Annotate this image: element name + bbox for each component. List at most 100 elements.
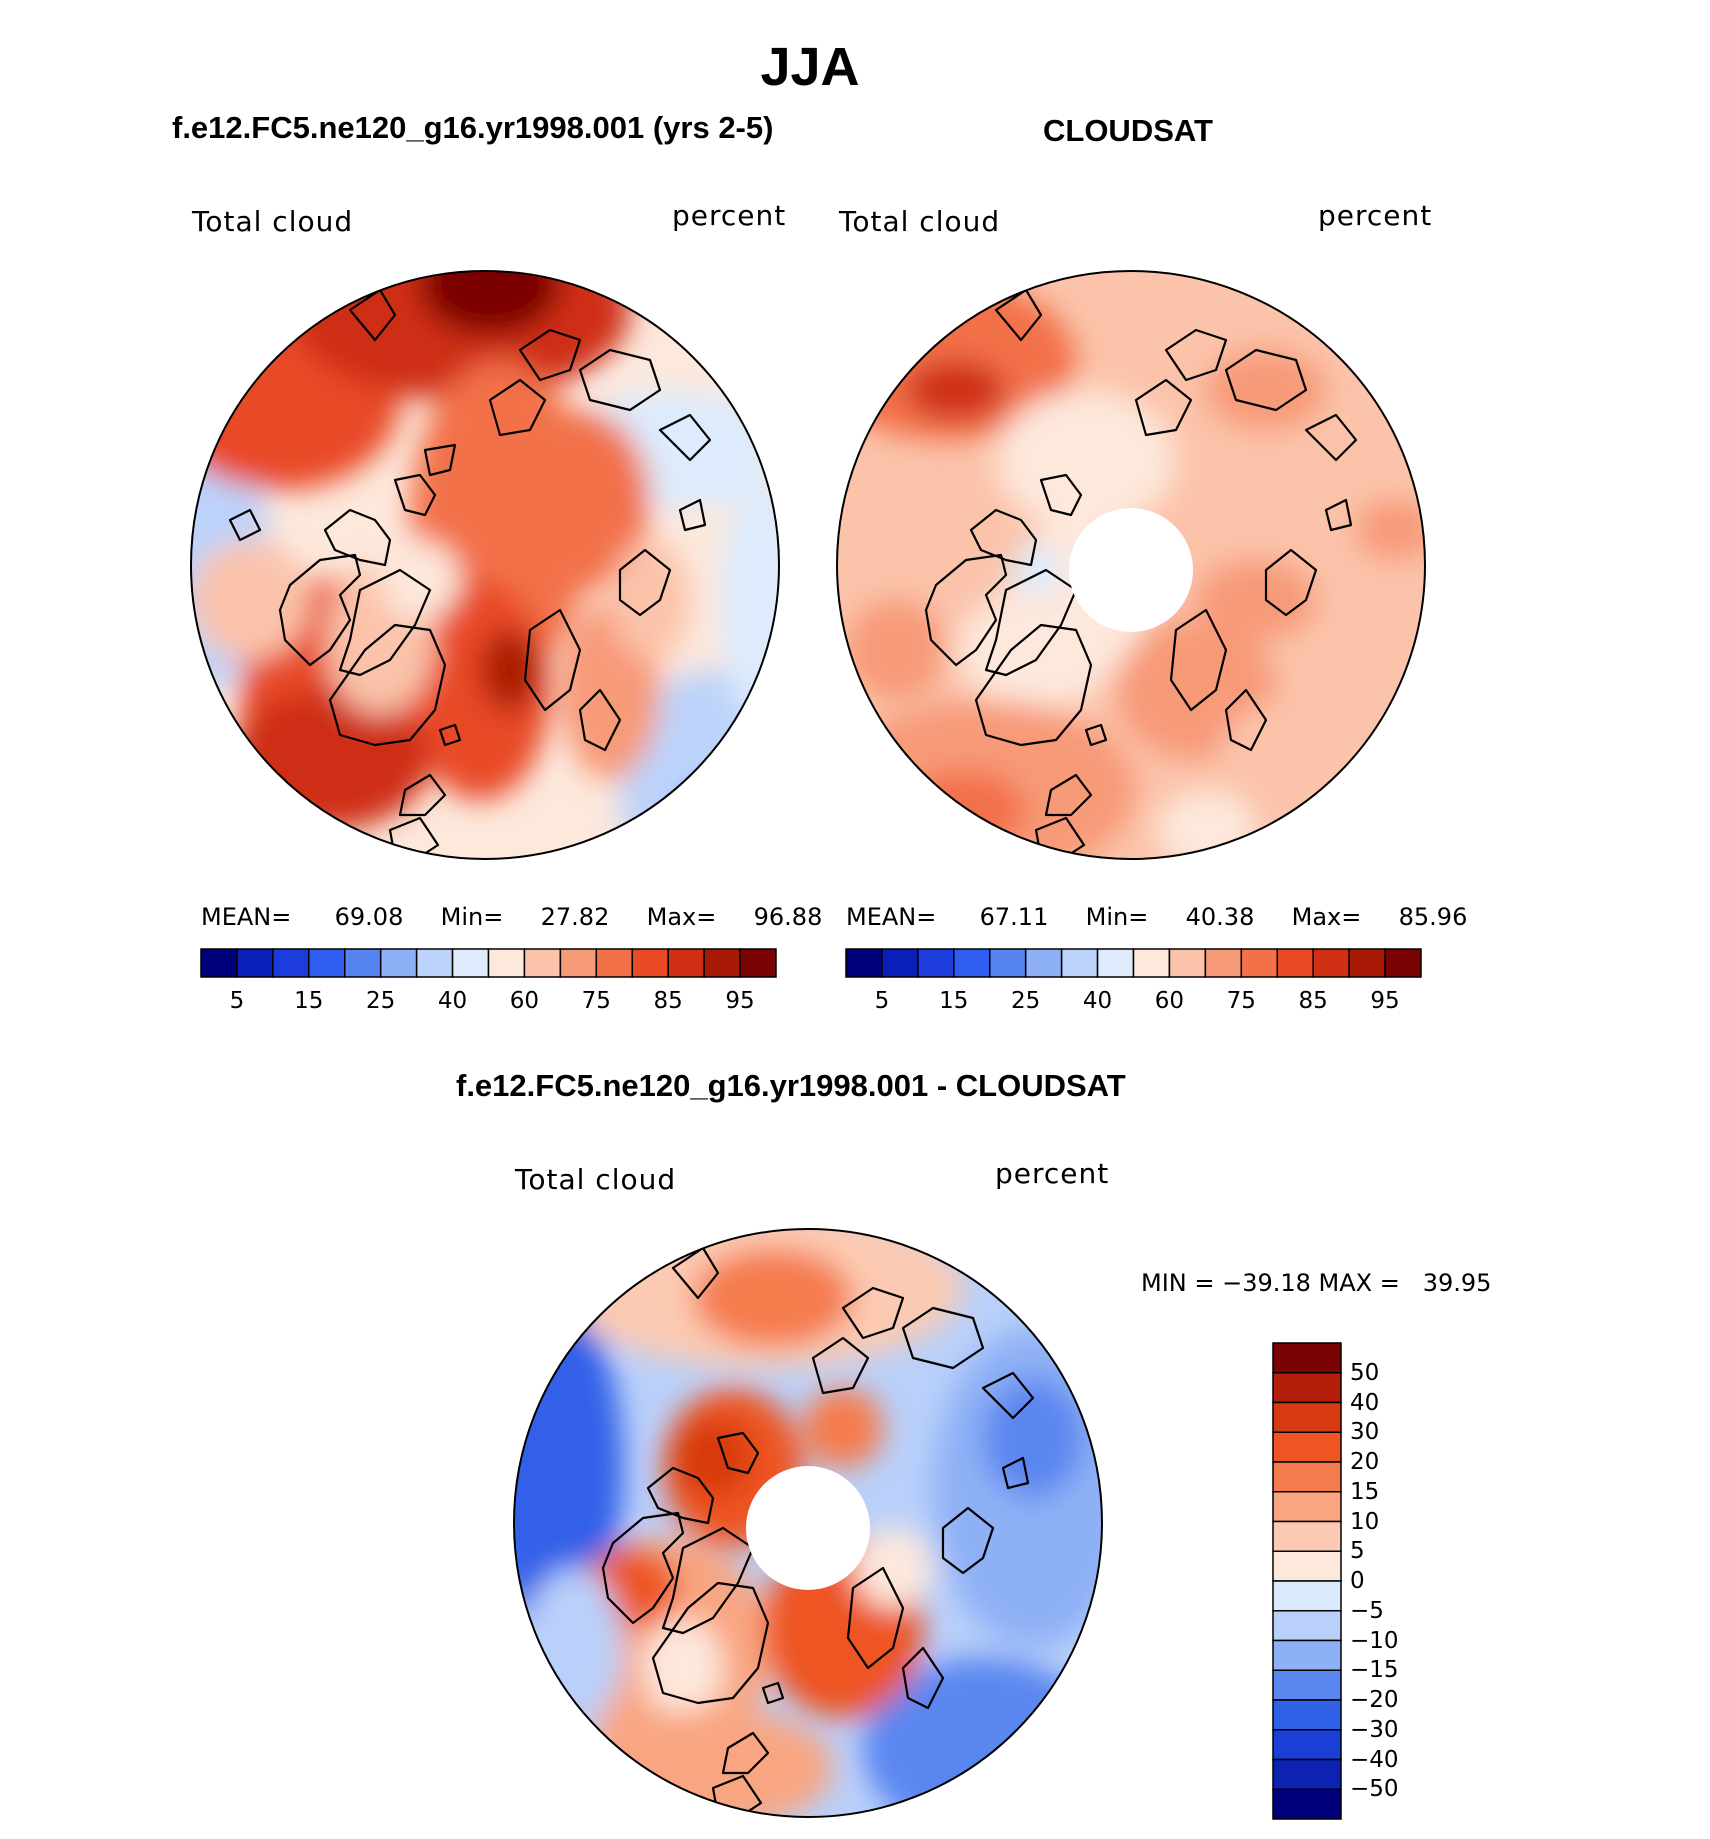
panel-2-title: CLOUDSAT [1043, 113, 1213, 148]
colorbar-tick: 25 [366, 988, 396, 1014]
colorbar-swatch [1272, 1401, 1342, 1433]
panel-2-units-label: percent [1318, 199, 1433, 232]
panel-2-mean-value: 67.11 [979, 903, 1049, 931]
panel-1-max-value: 96.88 [753, 903, 823, 931]
model-polar-map [190, 270, 780, 860]
colorbar-tick: 95 [725, 988, 755, 1014]
colorbar-swatch [415, 948, 454, 978]
panel-2-min-label: Min= [1085, 903, 1149, 931]
colorbar-tick: 15 [294, 988, 324, 1014]
panel-2-min-value: 40.38 [1185, 903, 1255, 931]
panel-1-min-value: 27.82 [540, 903, 610, 931]
colorbar-swatch [200, 948, 238, 978]
colorbar-tick: 20 [1350, 1449, 1380, 1475]
colorbar-tick: 10 [1350, 1508, 1380, 1535]
difference-min-max: MIN = −39.18 MAX = 39.95 [1141, 1269, 1492, 1297]
colorbar-tick: 60 [1154, 988, 1185, 1014]
colorbar-tick: 85 [653, 988, 683, 1014]
colorbar-swatch [451, 948, 490, 978]
colorbar-swatch [1272, 1520, 1342, 1552]
colorbar-swatch [1024, 948, 1063, 978]
panel-2-max-label: Max= [1291, 903, 1362, 931]
colorbar-swatch [1272, 1610, 1342, 1642]
colorbar-tick: −10 [1350, 1627, 1399, 1654]
colorbar-swatch [667, 948, 705, 978]
panel-1-variable-label: Total cloud [192, 205, 354, 238]
colorbar-swatch [989, 948, 1027, 978]
colorbar-tick: 50 [1350, 1359, 1380, 1386]
panel-2-variable-label: Total cloud [839, 205, 1001, 238]
colorbar-swatch [487, 948, 526, 978]
colorbar-tick: 25 [1011, 988, 1041, 1014]
colorbar-tick: 75 [581, 988, 611, 1014]
colorbar-swatch [379, 948, 418, 978]
panel-3-units-label: percent [995, 1157, 1110, 1190]
colorbar-tick: 5 [229, 988, 245, 1014]
colorbar-swatch [1240, 948, 1278, 978]
figure-title: JJA [760, 37, 860, 97]
difference-polar-map [513, 1228, 1103, 1818]
panel-1-max-label: Max= [646, 903, 717, 931]
colorbar-swatch [1272, 1372, 1342, 1404]
colorbar-swatch [1204, 948, 1243, 978]
colorbar-swatch [739, 948, 777, 978]
colorbar-swatch [1168, 948, 1207, 978]
colorbar-tick: 5 [1350, 1538, 1365, 1565]
colorbar-swatch [1272, 1699, 1342, 1731]
colorbar-tick: −5 [1350, 1597, 1384, 1624]
colorbar-swatch [559, 948, 598, 978]
colorbar-tick: −40 [1350, 1746, 1399, 1773]
colorbar-tick: 40 [1082, 988, 1113, 1014]
colorbar-swatch [1272, 1550, 1342, 1582]
colorbar-swatch [1272, 1758, 1342, 1790]
colorbar-swatch [308, 948, 346, 978]
colorbar-tick: −50 [1350, 1776, 1399, 1803]
colorbar-tick: 40 [1350, 1389, 1380, 1416]
panel-2-mean-label: MEAN= [846, 903, 937, 931]
panel-2-colorbar [845, 948, 1422, 978]
colorbar-tick: 30 [1350, 1419, 1380, 1446]
colorbar-tick: 40 [437, 988, 468, 1014]
colorbar-swatch [272, 948, 310, 978]
colorbar-swatch [1276, 948, 1314, 978]
panel-1-units-label: percent [672, 199, 787, 232]
colorbar-swatch [1132, 948, 1171, 978]
colorbar-swatch [1272, 1669, 1342, 1701]
colorbar-swatch [917, 948, 955, 978]
colorbar-swatch [1272, 1491, 1342, 1523]
cloudsat-polar-map [836, 270, 1426, 860]
colorbar-tick: 95 [1370, 988, 1400, 1014]
panel-2-max-value: 85.96 [1398, 903, 1468, 931]
difference-colorbar-ticks: 50 40 30 20 15 10 5 0 −5 −10 −15 −20 −30… [1350, 1342, 1450, 1822]
colorbar-swatch [1272, 1729, 1342, 1761]
colorbar-swatch [1272, 1788, 1342, 1820]
difference-colorbar [1272, 1342, 1342, 1820]
colorbar-swatch [1384, 948, 1422, 978]
colorbar-tick: 75 [1226, 988, 1256, 1014]
panel-3-variable-label: Total cloud [515, 1163, 677, 1196]
colorbar-swatch [881, 948, 919, 978]
colorbar-swatch [236, 948, 274, 978]
panel-1-mean-value: 69.08 [334, 903, 404, 931]
colorbar-swatch [1272, 1461, 1342, 1493]
colorbar-swatch [1312, 948, 1350, 978]
colorbar-swatch [1348, 948, 1386, 978]
panel-1-colorbar [200, 948, 777, 978]
colorbar-swatch [703, 948, 741, 978]
panel-1-mean-label: MEAN= [201, 903, 292, 931]
panel-1-colorbar-ticks: 5 15 25 40 60 75 85 95 [201, 988, 776, 1018]
colorbar-tick: −15 [1350, 1657, 1399, 1684]
colorbar-swatch [1060, 948, 1099, 978]
colorbar-swatch [845, 948, 883, 978]
colorbar-swatch [1272, 1431, 1342, 1463]
colorbar-swatch [1272, 1580, 1342, 1612]
panel-2-colorbar-ticks: 5 15 25 40 60 75 85 95 [846, 988, 1421, 1018]
colorbar-swatch [344, 948, 382, 978]
colorbar-swatch [631, 948, 669, 978]
colorbar-tick: −20 [1350, 1687, 1399, 1713]
colorbar-swatch [1272, 1342, 1342, 1374]
colorbar-swatch [953, 948, 991, 978]
colorbar-swatch [595, 948, 633, 978]
panel-1-title: f.e12.FC5.ne120_g16.yr1998.001 (yrs 2-5) [172, 110, 774, 145]
colorbar-tick: 85 [1298, 988, 1328, 1014]
